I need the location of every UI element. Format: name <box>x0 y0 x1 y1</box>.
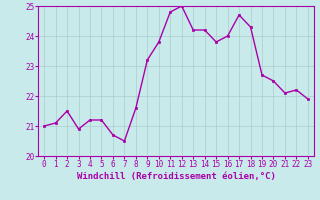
X-axis label: Windchill (Refroidissement éolien,°C): Windchill (Refroidissement éolien,°C) <box>76 172 276 181</box>
